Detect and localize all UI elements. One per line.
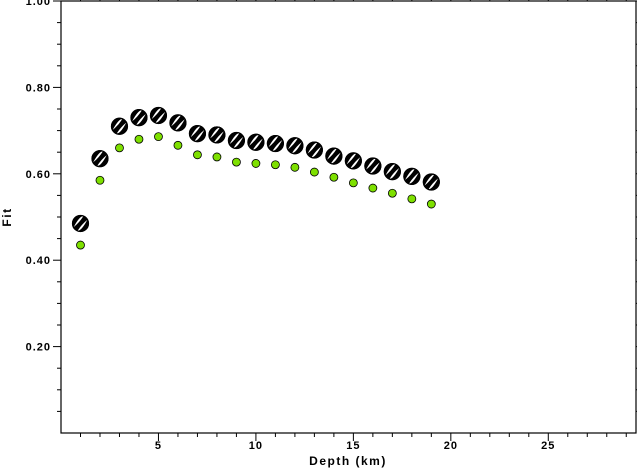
y-tick-label: 0.60 <box>26 169 51 181</box>
green-data-point <box>76 240 85 250</box>
y-tick-label: 0.20 <box>26 342 51 354</box>
green-data-point <box>134 134 144 144</box>
beachball-data-point <box>364 157 382 175</box>
x-tick-label: 5 <box>155 440 162 452</box>
y-axis-title: Fit <box>0 207 14 226</box>
x-tick-label: 25 <box>541 440 555 452</box>
green-data-point <box>154 132 163 142</box>
beachball-data-point <box>305 141 323 159</box>
plot-frame <box>60 0 637 434</box>
green-data-point <box>407 194 417 204</box>
green-data-point <box>212 152 222 162</box>
beachball-data-point <box>169 114 187 132</box>
beachball-data-point <box>188 125 207 143</box>
green-data-point <box>368 183 378 193</box>
series-green-circles <box>76 132 436 250</box>
beachball-data-point <box>110 117 129 135</box>
beachball-data-point <box>71 214 90 233</box>
x-tick-label: 20 <box>444 440 458 452</box>
green-data-point <box>95 175 105 185</box>
green-data-point <box>290 162 300 172</box>
x-tick-label: 15 <box>346 440 360 452</box>
green-data-point <box>271 160 280 170</box>
beachball-data-point <box>325 147 343 165</box>
y-tick-label: 1.00 <box>26 0 51 8</box>
beachball-data-point <box>286 137 304 155</box>
beachball-data-point <box>227 131 246 150</box>
beachball-data-point <box>247 133 265 151</box>
x-axis-title: Depth (km) <box>309 454 387 468</box>
green-data-point <box>251 159 261 168</box>
green-data-point <box>309 167 319 177</box>
beachball-data-point <box>266 134 285 153</box>
y-tick-label: 0.40 <box>26 255 51 267</box>
y-tick-label: 0.80 <box>26 82 51 94</box>
beachball-data-point <box>149 106 168 125</box>
beachball-data-point <box>383 163 401 181</box>
x-axis: 5 10 15 20 25 <box>79 0 627 452</box>
y-axis: 0.20 0.40 0.60 0.80 1.00 <box>26 0 637 412</box>
green-data-point <box>329 172 339 182</box>
beachball-data-point <box>208 126 226 144</box>
x-tick-label: 10 <box>249 440 263 452</box>
green-data-point <box>348 178 358 188</box>
green-data-point <box>426 199 436 209</box>
series-beachballs <box>71 106 440 233</box>
beachball-data-point <box>344 152 362 170</box>
beachball-data-point <box>91 150 109 168</box>
green-data-point <box>115 143 124 153</box>
green-data-point <box>193 150 202 160</box>
green-data-point <box>232 157 241 167</box>
beachball-data-point <box>403 167 421 185</box>
beachball-data-point <box>130 109 148 127</box>
beachball-data-point <box>422 173 440 191</box>
green-data-point <box>387 188 397 198</box>
green-data-point <box>173 140 183 150</box>
